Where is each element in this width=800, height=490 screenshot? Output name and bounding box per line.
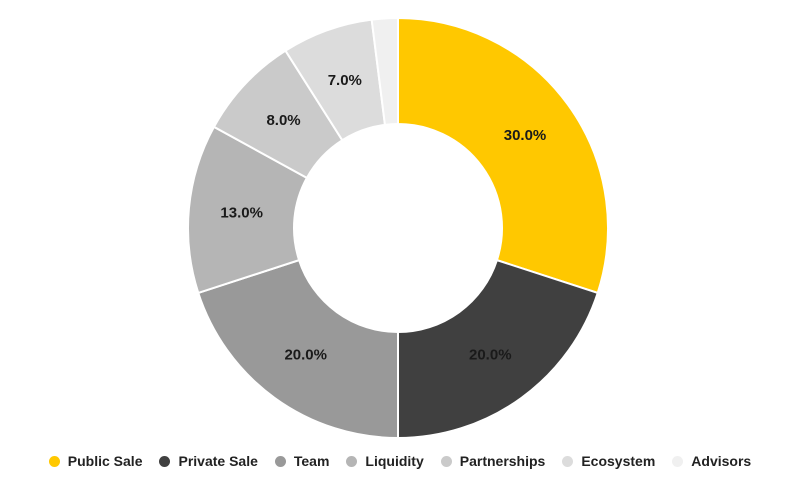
slices-group: [187, 16, 609, 440]
legend-marker-partnerships: [440, 455, 452, 467]
slice-team[interactable]: [197, 258, 399, 440]
slice-public-sale[interactable]: [397, 16, 609, 295]
legend-label-team: Team: [293, 453, 330, 469]
legend-marker-advisors: [672, 455, 684, 467]
data-label-liquidity: 13.0%: [220, 205, 263, 222]
legend-marker-public-sale: [48, 455, 60, 467]
legend-item-private-sale[interactable]: Private Sale: [159, 453, 258, 469]
data-label-public-sale: 30.0%: [504, 127, 547, 144]
legend-item-partnerships[interactable]: Partnerships: [440, 453, 546, 469]
legend-item-liquidity[interactable]: Liquidity: [346, 453, 424, 469]
slice-advisors[interactable]: [370, 16, 399, 126]
labels-group: 30.0% 20.0% 20.0% 13.0% 8.0% 7.0%: [220, 72, 546, 364]
legend-item-team[interactable]: Team: [274, 453, 330, 469]
legend-item-ecosystem[interactable]: Ecosystem: [562, 453, 655, 469]
legend-label-private-sale: Private Sale: [178, 453, 258, 469]
chart-legend: Public Sale Private Sale Team Liquidity Part…: [0, 450, 800, 472]
slice-liquidity[interactable]: [187, 125, 309, 295]
data-label-ecosystem: 7.0%: [328, 72, 362, 89]
legend-marker-ecosystem: [562, 455, 574, 467]
legend-label-ecosystem: Ecosystem: [581, 453, 656, 469]
data-label-team: 20.0%: [284, 347, 327, 364]
slice-private-sale[interactable]: [397, 258, 599, 440]
data-label-private-sale: 20.0%: [469, 347, 512, 364]
legend-label-advisors: Advisors: [691, 453, 752, 469]
legend-marker-private-sale: [159, 455, 171, 467]
legend-marker-team: [274, 455, 286, 467]
legend-item-public-sale[interactable]: Public Sale: [48, 453, 143, 469]
legend-marker-liquidity: [346, 455, 358, 467]
donut-chart-svg: 30.0% 20.0% 20.0% 13.0% 8.0% 7.0%: [187, 16, 609, 440]
legend-label-public-sale: Public Sale: [67, 453, 143, 469]
legend-label-partnerships: Partnerships: [459, 453, 546, 469]
legend-label-liquidity: Liquidity: [365, 453, 424, 469]
legend-item-advisors[interactable]: Advisors: [672, 453, 751, 469]
data-label-partnerships: 8.0%: [266, 112, 300, 129]
